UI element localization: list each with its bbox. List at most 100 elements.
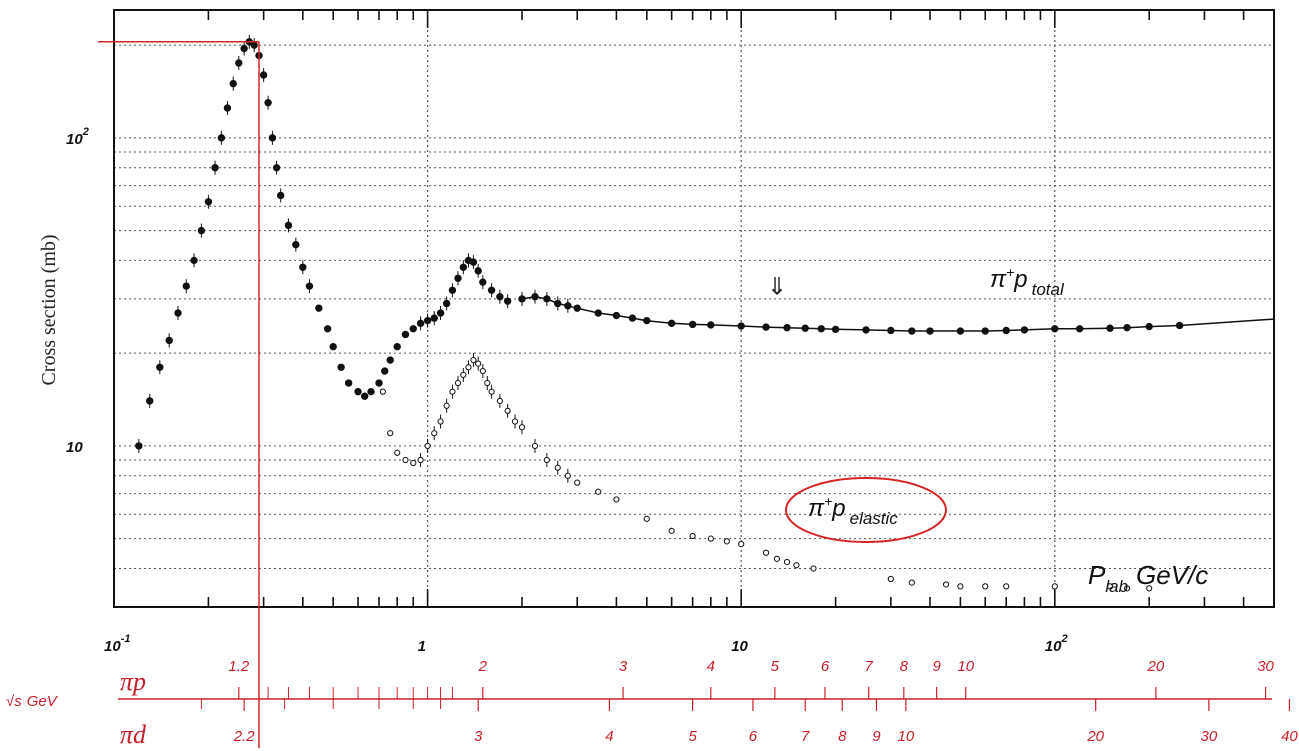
x-axis-label: Plab GeV/c xyxy=(1088,560,1208,596)
elastic-point xyxy=(417,456,424,464)
total-point xyxy=(386,356,394,364)
total-point xyxy=(643,316,651,325)
total-point xyxy=(264,99,272,107)
elastic-point xyxy=(1003,583,1010,590)
elastic-point xyxy=(738,541,745,548)
elastic-series-label: π+p elastic xyxy=(808,493,898,528)
elastic-point xyxy=(465,364,472,371)
down-arrow-annotation: ⇓ xyxy=(767,273,787,301)
total-fit-curve xyxy=(521,295,1275,332)
elastic-point xyxy=(773,555,781,562)
total-point xyxy=(564,302,572,310)
pi-p-tick-label: 20 xyxy=(1147,658,1165,675)
total-point xyxy=(204,198,213,206)
total-point xyxy=(375,379,383,387)
total-point xyxy=(1175,321,1184,330)
total-point xyxy=(250,41,258,49)
elastic-point xyxy=(410,459,417,467)
total-point xyxy=(1002,326,1010,335)
total-point xyxy=(783,323,791,332)
elastic-point xyxy=(595,488,602,495)
pi-d-tick-label: 3 xyxy=(474,728,483,745)
grid-lines xyxy=(114,10,1274,607)
elastic-highlight-ellipse xyxy=(785,477,947,543)
elastic-point xyxy=(518,424,526,431)
total-point xyxy=(344,379,353,387)
pi-d-tick-label: 30 xyxy=(1201,728,1218,745)
total-point xyxy=(367,387,375,396)
x-tick-label: 102 xyxy=(1045,633,1068,655)
total-point xyxy=(190,256,198,265)
total-point xyxy=(1106,324,1114,332)
total-point xyxy=(292,240,300,249)
pi-d-tick-label: 10 xyxy=(898,728,915,745)
total-point xyxy=(801,324,809,332)
total-point xyxy=(554,299,562,308)
elastic-point xyxy=(957,583,964,590)
total-point xyxy=(1020,326,1029,334)
plot-frame xyxy=(113,9,1275,608)
total-point xyxy=(862,326,870,334)
elastic-point xyxy=(402,456,409,464)
total-point xyxy=(329,342,337,351)
elastic-point xyxy=(443,402,450,409)
elastic-point xyxy=(454,379,462,387)
total-point xyxy=(272,163,281,172)
total-point xyxy=(259,71,268,79)
elastic-point xyxy=(475,360,482,367)
total-point xyxy=(737,322,745,330)
total-point xyxy=(518,295,526,303)
elastic-point xyxy=(723,538,730,545)
total-point xyxy=(981,327,989,335)
total-point xyxy=(146,397,154,405)
pi-d-tick-label: 40 xyxy=(1281,728,1298,745)
total-point xyxy=(543,295,551,303)
total-point xyxy=(762,323,770,331)
total-point xyxy=(503,297,512,305)
pi-d-tick-label: 9 xyxy=(872,728,881,745)
total-point xyxy=(479,278,487,286)
total-point xyxy=(487,286,496,294)
y-tick-labels: 10 102 xyxy=(66,126,89,456)
elastic-point xyxy=(504,407,511,414)
elastic-point xyxy=(643,515,650,522)
total-point xyxy=(474,267,482,275)
total-point xyxy=(223,104,232,112)
total-point xyxy=(667,319,676,328)
frame-ticks xyxy=(207,10,1245,607)
pi-p-tick-label: 8 xyxy=(900,658,909,675)
elastic-point xyxy=(449,388,456,395)
x-tick-label: 10-1 xyxy=(104,633,130,655)
pi-d-tick-label: 5 xyxy=(688,728,697,745)
total-point xyxy=(430,314,438,322)
total-point xyxy=(323,325,332,333)
elastic-point xyxy=(689,532,696,540)
x-tick-label: 1 xyxy=(418,638,426,655)
elastic-point xyxy=(887,575,894,583)
total-point xyxy=(416,319,425,328)
elastic-point xyxy=(1106,583,1114,590)
pi-d-tick-label: 2.2 xyxy=(233,728,256,745)
total-point xyxy=(235,59,243,67)
total-point xyxy=(1145,322,1153,331)
elastic-point xyxy=(484,379,491,387)
total-series-points xyxy=(135,34,1184,453)
total-point xyxy=(401,330,410,339)
elastic-point xyxy=(379,388,386,395)
pi-d-tick-label: 4 xyxy=(605,728,613,745)
elastic-point xyxy=(496,397,503,404)
elastic-point xyxy=(762,549,770,556)
elastic-point xyxy=(783,558,791,566)
total-point xyxy=(156,363,164,371)
pi-p-tick-label: 7 xyxy=(865,658,874,675)
total-point xyxy=(174,309,182,317)
elastic-point xyxy=(574,479,581,486)
pi-d-tick-label: 6 xyxy=(749,728,758,745)
total-point xyxy=(354,387,362,396)
total-point xyxy=(305,282,314,290)
pi-p-tick-label: 5 xyxy=(771,658,780,675)
total-point xyxy=(573,304,581,312)
total-point xyxy=(688,320,697,329)
total-point xyxy=(469,258,478,266)
elastic-point xyxy=(908,579,915,586)
